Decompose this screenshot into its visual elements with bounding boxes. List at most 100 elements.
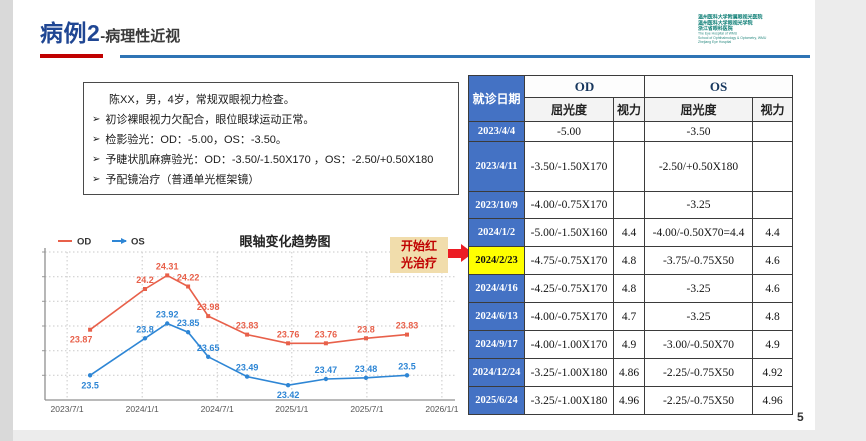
page-number: 5 bbox=[797, 410, 804, 424]
od-va-cell bbox=[613, 191, 645, 219]
table-subheader-od-refraction: 屈光度 bbox=[524, 97, 614, 122]
data-point-os bbox=[285, 383, 291, 388]
visit-date-cell: 2024/4/16 bbox=[468, 274, 525, 303]
logo-en-line: Zhejiang Eye Hospital bbox=[698, 40, 732, 45]
axial-length-trend-chart: 2023/7/1 2024/1/1 2024/7/1 2025/1/1 2025/7/1… bbox=[40, 230, 462, 422]
data-point-od bbox=[165, 273, 170, 278]
x-tick-label: 2024/1/1 bbox=[126, 404, 159, 414]
series-line-os bbox=[89, 322, 408, 387]
os-va-cell: 4.6 bbox=[752, 274, 793, 303]
visit-row: 2023/4/4 -5.00 -3.50 bbox=[468, 121, 793, 142]
data-label-os: 23.49 bbox=[236, 363, 259, 373]
os-refraction-cell: -3.25 bbox=[644, 302, 753, 331]
visit-row: 2024/1/2 -5.00/-1.50X160 4.4 -4.00/-0.50X70… bbox=[468, 218, 793, 247]
data-label-od: 23.98 bbox=[197, 302, 220, 312]
data-label-os: 23.48 bbox=[355, 364, 378, 374]
table-header-visit-date: 就诊日期 bbox=[468, 75, 525, 122]
data-label-os: 23.85 bbox=[177, 318, 200, 328]
od-va-cell bbox=[613, 141, 645, 192]
case-bullet-item: ➢ 予配镜治疗（普通单光框架镜） bbox=[92, 170, 452, 190]
data-point-os bbox=[323, 376, 329, 382]
table-subheader-os-refraction: 屈光度 bbox=[644, 97, 753, 122]
legend-label-od: OD bbox=[77, 237, 91, 248]
data-point-os bbox=[206, 354, 211, 359]
table-subheader-os-va: 视力 bbox=[752, 97, 793, 122]
visit-row: 2024/6/13 -4.00/-0.75X170 4.7 -3.25 4.8 bbox=[468, 302, 793, 331]
os-refraction-cell: -3.25 bbox=[644, 191, 753, 219]
data-label-os: 23.42 bbox=[277, 390, 300, 400]
od-va-cell: 4.4 bbox=[613, 218, 645, 247]
hospital-logo: 温州医科大学附属眼视光医院 温州医科大学眼视光学院 浙江省眼科医院 The Eye H… bbox=[695, 12, 807, 58]
data-point-os bbox=[404, 373, 410, 378]
slide-title: 病例2-病理性近视 bbox=[40, 14, 180, 48]
os-refraction-cell: -3.25 bbox=[644, 274, 753, 303]
visit-row: 2024/9/17 -4.00/-1.00X170 4.9 -3.00/-0.50X7… bbox=[468, 330, 793, 359]
data-point-od bbox=[88, 327, 93, 332]
data-label-od: 23.83 bbox=[396, 321, 419, 331]
visit-date-cell: 2024/6/13 bbox=[468, 302, 525, 331]
od-refraction-cell: -4.00/-1.00X170 bbox=[524, 330, 614, 359]
callout-line-1: 开始红 bbox=[400, 239, 437, 253]
hospital-logo-text: 温州医科大学附属眼视光医院 温州医科大学眼视光学院 浙江省眼科医院 The Eye H… bbox=[698, 14, 766, 45]
os-refraction-cell: -3.00/-0.50X70 bbox=[644, 330, 753, 359]
od-va-cell: 4.9 bbox=[613, 330, 645, 359]
logo-cn-line: 温州医科大学附属眼视光医院 bbox=[698, 14, 763, 20]
x-tick-label: 2024/7/1 bbox=[201, 404, 234, 414]
od-va-cell: 4.96 bbox=[613, 386, 645, 415]
bullet-arrow-icon: ➢ bbox=[92, 174, 101, 185]
od-refraction-cell: -3.25/-1.00X180 bbox=[524, 358, 614, 387]
data-point-od bbox=[364, 336, 368, 341]
od-refraction-cell: -5.00 bbox=[524, 121, 614, 142]
data-point-os bbox=[363, 375, 369, 380]
bullet-arrow-icon: ➢ bbox=[92, 134, 101, 145]
data-label-os: 23.65 bbox=[197, 343, 220, 353]
logo-cn-line: 温州医科大学眼视光学院 bbox=[698, 19, 753, 26]
visit-date-cell: 2024/2/23 bbox=[468, 246, 525, 275]
data-label-os: 23.92 bbox=[156, 310, 179, 320]
os-refraction-cell: -4.00/-0.50X70=4.4 bbox=[644, 218, 753, 247]
data-label-os: 23.8 bbox=[136, 324, 154, 334]
od-va-cell: 4.8 bbox=[613, 274, 645, 303]
bullet-text: 予配镜治疗（普通单光框架镜） bbox=[105, 174, 260, 186]
slide-title-sub: -病理性近视 bbox=[100, 28, 181, 45]
od-va-cell: 4.7 bbox=[613, 302, 645, 331]
data-label-od: 23.8 bbox=[357, 324, 375, 334]
title-underline-blue bbox=[120, 55, 810, 58]
data-label-od: 24.2 bbox=[136, 275, 154, 285]
logo-en-line: The Eye Hospital of WMU bbox=[698, 31, 738, 36]
data-label-od: 23.76 bbox=[277, 329, 300, 339]
od-refraction-cell: -4.75/-0.75X170 bbox=[524, 246, 614, 275]
bullet-text: 初诊裸眼视力欠配合，眼位眼球运动正常。 bbox=[105, 114, 315, 126]
visit-date-cell: 2024/12/24 bbox=[468, 358, 525, 387]
visit-row: 2024/4/16 -4.25/-0.75X170 4.8 -3.25 4.6 bbox=[468, 274, 793, 303]
data-point-od bbox=[286, 341, 291, 346]
visit-date-cell: 2024/9/17 bbox=[468, 330, 525, 359]
data-point-od bbox=[186, 284, 191, 289]
legend-label-os: OS bbox=[131, 237, 145, 248]
os-va-cell: 4.96 bbox=[752, 386, 793, 415]
os-refraction-cell: -3.50 bbox=[644, 121, 753, 142]
od-refraction-cell: -5.00/-1.50X160 bbox=[524, 218, 614, 247]
series-line-od bbox=[89, 274, 408, 345]
data-label-od: 23.87 bbox=[70, 335, 93, 345]
slide: 病例2-病理性近视 温州医科大学附属眼视光医院 温州医科大学眼视光学院 浙江省眼科医… bbox=[13, 0, 815, 430]
x-tick-label: 2025/7/1 bbox=[350, 404, 383, 414]
os-va-cell: 4.92 bbox=[752, 358, 793, 387]
bullet-text: 检影验光：OD：-5.00，OS：-3.50。 bbox=[105, 134, 287, 146]
visit-row: 2023/10/9 -4.00/-0.75X170 -3.25 bbox=[468, 191, 793, 219]
slide-title-main: 病例2 bbox=[40, 20, 101, 46]
chart-title: 眼轴变化趋势图 bbox=[239, 234, 330, 249]
visit-date-cell: 2023/4/11 bbox=[468, 141, 525, 192]
data-point-od bbox=[206, 314, 211, 319]
callout-line-2: 光治疗 bbox=[400, 256, 437, 270]
case-summary-box: 陈XX，男，4岁，常规双眼视力检查。 ➢ 初诊裸眼视力欠配合，眼位眼球运动正常。 ➢… bbox=[83, 82, 459, 195]
visit-row: 2024/2/23 -4.75/-0.75X170 4.8 -3.75/-0.75X5… bbox=[468, 246, 793, 275]
visit-row: 2025/6/24 -3.25/-1.00X180 4.96 -2.25/-0.75X… bbox=[468, 386, 793, 415]
data-label-os: 23.47 bbox=[315, 365, 338, 375]
page-margin-left bbox=[0, 0, 13, 441]
visit-table: 就诊日期 OD OS 屈光度 视力 屈光度 视力 2023/4/4 -5.00 -3… bbox=[468, 75, 793, 415]
table-header-od: OD bbox=[524, 75, 645, 98]
data-point-os bbox=[142, 336, 148, 341]
case-bullet-item: ➢ 予睫状肌麻痹验光：OD：-3.50/-1.50X170 ，OS：-2.50/+… bbox=[92, 150, 452, 170]
